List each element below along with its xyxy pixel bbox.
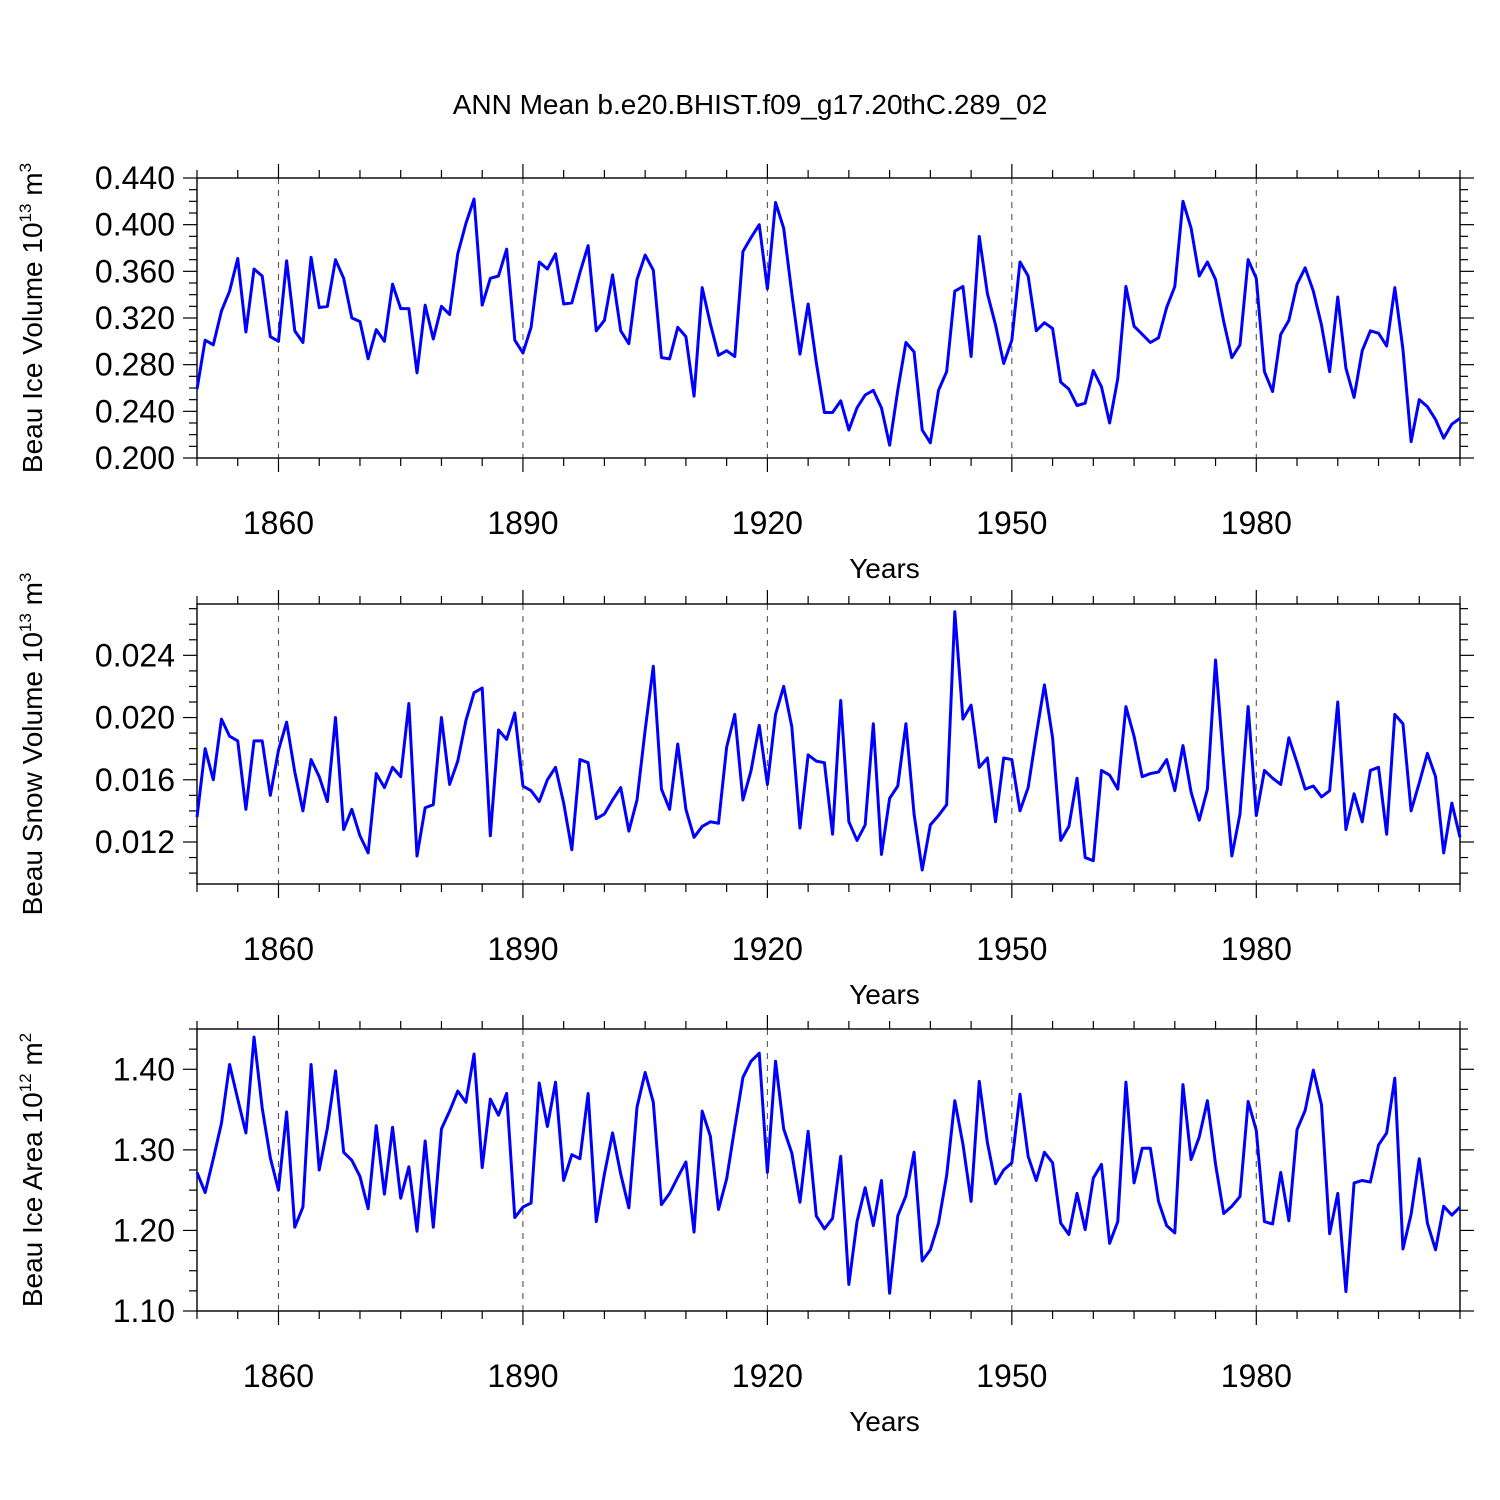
snow-volume-x-tick-label: 1860 [243,931,314,967]
ice-volume-x-axis-title: Years [849,553,920,584]
y-title-exponent: 12 [16,1073,35,1092]
ice-area-y-tick-label: 1.10 [113,1293,175,1329]
snow-volume-y-tick-label: 0.012 [95,824,175,860]
ice-area-x-tick-label: 1980 [1221,1358,1292,1394]
ice-area-y-tick-label: 1.40 [113,1051,175,1087]
ice-volume-panel: 0.200 0.240 0.280 0.320 0.360 0.400 0.440 1860 1… [16,160,1474,584]
snow-volume-x-tick-label: 1950 [976,931,1047,967]
ice-area-y-tick-label: 1.30 [113,1132,175,1168]
y-title-unit-exponent: 2 [16,1033,35,1042]
y-title-unit-exponent: 3 [16,573,35,582]
ice-area-y-tick-label: 1.20 [113,1212,175,1248]
snow-volume-y-tick-label: 0.016 [95,762,175,798]
ice-area-x-tick-label: 1890 [487,1358,558,1394]
y-title-unit: m [17,582,48,613]
ice-volume-y-tick-label: 0.320 [95,300,175,336]
ice-area-x-tick-label: 1920 [732,1358,803,1394]
snow-volume-panel: 0.012 0.016 0.020 0.024 1860 1890 1920 1950 1980… [16,573,1474,1010]
ice-volume-y-tick-label: 0.200 [95,440,175,476]
snow-volume-x-tick-label: 1920 [732,931,803,967]
ice-volume-y-tick-label: 0.360 [95,253,175,289]
ice-volume-x-tick-label: 1860 [243,505,314,541]
ice-volume-series-line [195,197,1461,447]
ice-volume-y-tick-label: 0.280 [95,347,175,383]
ice-volume-x-tick-label: 1890 [487,505,558,541]
snow-volume-series-line [195,610,1462,872]
snow-volume-x-tick-label: 1890 [487,931,558,967]
y-title-main: Beau Snow Volume 10 [17,632,48,915]
ice-volume-x-tick-label: 1920 [732,505,803,541]
snow-volume-y-axis-title: Beau Snow Volume 1013 m3 [16,573,48,916]
ice-area-panel: 1.10 1.20 1.30 1.40 1860 1890 1920 1950 1980 Year… [16,1015,1474,1437]
ice-area-x-tick-label: 1860 [243,1358,314,1394]
snow-volume-y-tick-label: 0.024 [95,637,175,673]
figure-title: ANN Mean b.e20.BHIST.f09_g17.20thC.289_0… [453,89,1048,120]
ice-area-x-axis-title: Years [849,1406,920,1437]
ice-volume-y-tick-label: 0.240 [95,393,175,429]
ice-volume-x-tick-label: 1950 [976,505,1047,541]
y-title-unit-exponent: 3 [16,163,35,172]
ice-area-x-tick-label: 1950 [976,1358,1047,1394]
snow-volume-plot-frame [196,603,1461,885]
y-title-exponent: 13 [16,204,35,223]
ice-area-series-line [195,1035,1462,1295]
ice-area-y-axis-title: Beau Ice Area 1012 m2 [16,1033,48,1307]
y-title-unit: m [17,1042,48,1073]
ice-volume-y-tick-label: 0.400 [95,207,175,243]
ice-volume-x-tick-label: 1980 [1221,505,1292,541]
snow-volume-y-tick-label: 0.020 [95,700,175,736]
y-title-main: Beau Ice Volume 10 [17,222,48,473]
ice-volume-y-axis-title: Beau Ice Volume 1013 m3 [16,163,48,473]
snow-volume-x-axis-title: Years [849,979,920,1010]
snow-volume-x-tick-label: 1980 [1221,931,1292,967]
y-title-exponent: 13 [16,613,35,632]
y-title-main: Beau Ice Area 10 [17,1092,48,1307]
ice-volume-y-tick-label: 0.440 [95,160,175,196]
y-title-unit: m [17,172,48,203]
